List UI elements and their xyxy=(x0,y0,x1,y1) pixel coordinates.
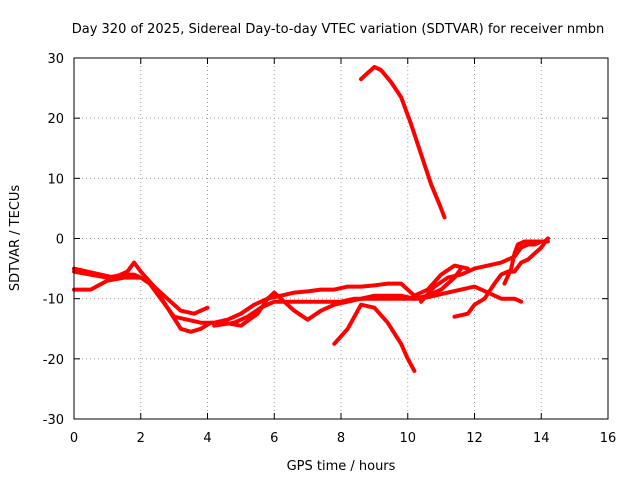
x-axis-tick-labels: 0 2 4 6 8 10 12 14 16 xyxy=(70,431,616,446)
x-tick-label: 4 xyxy=(203,431,211,446)
y-tick-label: 20 xyxy=(47,112,64,127)
chart-title: Day 320 of 2025, Sidereal Day-to-day VTE… xyxy=(72,22,605,37)
x-tick-label: 10 xyxy=(399,431,416,446)
x-tick-label: 0 xyxy=(70,431,78,446)
x-tick-label: 12 xyxy=(466,431,483,446)
y-tick-label: 30 xyxy=(47,52,64,67)
y-tick-label: -20 xyxy=(43,353,64,368)
x-axis-label: GPS time / hours xyxy=(287,459,396,474)
series-line-trace-2 xyxy=(72,260,464,334)
series-line-trace-5 xyxy=(359,65,447,220)
x-tick-label: 14 xyxy=(533,431,550,446)
grid xyxy=(74,58,608,419)
axis-ticks xyxy=(73,57,609,420)
y-tick-label: 0 xyxy=(56,233,64,248)
series-line-trace-4 xyxy=(212,284,524,328)
y-tick-label: -10 xyxy=(43,293,64,308)
x-tick-label: 6 xyxy=(270,431,278,446)
x-tick-label: 2 xyxy=(137,431,145,446)
series-line-trace-7 xyxy=(419,239,550,304)
y-tick-label: 10 xyxy=(47,172,64,187)
y-axis-tick-labels: -30 -20 -10 0 10 20 30 xyxy=(43,52,64,428)
series-line-trace-9 xyxy=(502,236,550,286)
series-line-trace-6 xyxy=(332,302,417,373)
x-tick-label: 16 xyxy=(600,431,617,446)
data-series xyxy=(72,65,550,373)
series-line-trace-8 xyxy=(452,236,550,319)
series-line-trace-3 xyxy=(72,275,210,316)
y-axis-label: SDTVAR / TECUs xyxy=(8,185,23,292)
y-tick-label: -30 xyxy=(43,413,64,428)
x-tick-label: 8 xyxy=(337,431,345,446)
